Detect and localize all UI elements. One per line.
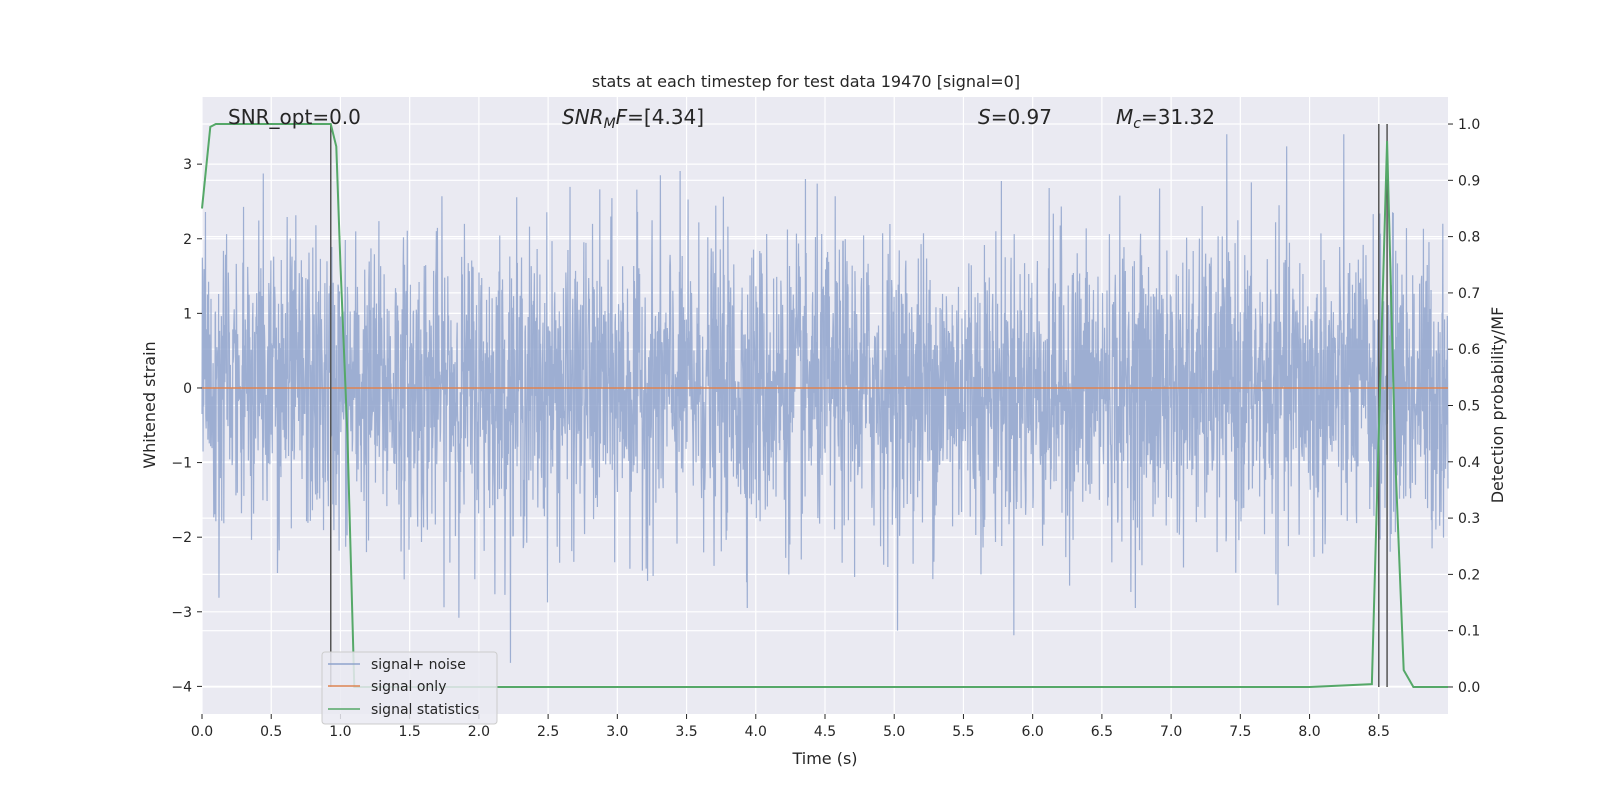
x-tick-label: 0.5 <box>260 724 282 740</box>
y-right-tick-label: 1.0 <box>1458 117 1480 133</box>
y-left-tick-label: 2 <box>183 232 192 248</box>
x-tick-label: 7.5 <box>1229 724 1251 740</box>
y-right-tick-label: 0.9 <box>1458 173 1480 189</box>
x-tick-label: 2.0 <box>468 724 490 740</box>
y-right-tick-label: 0.5 <box>1458 399 1480 415</box>
x-tick-label: 4.0 <box>745 724 767 740</box>
y-right-axis-label: Detection probability/MF <box>1488 307 1507 504</box>
legend-box <box>321 651 498 725</box>
y-left-tick-label: 1 <box>183 306 192 322</box>
s-value: =0.97 <box>991 105 1052 129</box>
signal-plus-noise-series <box>201 134 1449 663</box>
annotations: SNR_opt=0.0 SNRMF=[4.34] S=0.97 Mc=31.32 <box>228 105 1215 132</box>
x-tick-label: 6.0 <box>1022 724 1044 740</box>
x-tick-label: 3.0 <box>606 724 628 740</box>
x-tick-label: 5.5 <box>952 724 974 740</box>
y-right-tick-label: 0.7 <box>1458 286 1480 302</box>
snr-mf-annotation: SNRMF=[4.34] <box>562 105 704 132</box>
y-left-tick-label: 3 <box>183 157 192 173</box>
y-right-axis-ticks: 1.0 0.9 0.8 0.7 0.6 0.5 0.4 0.3 0.2 0.1 0.0 <box>1448 117 1480 696</box>
snr-opt-annotation: SNR_opt=0.0 <box>228 105 361 129</box>
y-right-tick-label: 0.4 <box>1458 455 1480 471</box>
x-tick-label: 0.0 <box>191 724 213 740</box>
y-left-tick-label: −3 <box>171 605 192 621</box>
signal-plus-noise-line <box>201 134 1449 663</box>
y-right-tick-label: 0.0 <box>1458 680 1480 696</box>
x-tick-label: 2.5 <box>537 724 559 740</box>
x-axis-ticks: 0.0 0.5 1.0 1.5 2.0 2.5 3.0 3.5 4.0 4.5 5.0 5.5 6.0 6… <box>191 714 1390 740</box>
x-tick-label: 1.5 <box>399 724 421 740</box>
x-tick-label: 8.5 <box>1368 724 1390 740</box>
x-tick-label: 4.5 <box>814 724 836 740</box>
y-left-tick-label: −4 <box>171 679 192 695</box>
y-left-axis-ticks: 3 2 1 0 −1 −2 −3 −4 <box>171 157 202 695</box>
x-tick-label: 6.5 <box>1091 724 1113 740</box>
mc-value: =31.32 <box>1141 105 1215 129</box>
y-right-tick-label: 0.3 <box>1458 511 1480 527</box>
y-right-tick-label: 0.2 <box>1458 567 1480 583</box>
x-tick-label: 5.0 <box>883 724 905 740</box>
x-tick-label: 8.0 <box>1298 724 1320 740</box>
x-tick-label: 1.0 <box>329 724 351 740</box>
legend-label-signal: signal only <box>371 679 446 695</box>
s-annotation: S=0.97 <box>978 105 1052 129</box>
mc-annotation: Mc=31.32 <box>1116 105 1215 132</box>
chart-title: stats at each timestep for test data 194… <box>592 72 1020 91</box>
legend: signal+ noise signal only signal statist… <box>321 651 498 725</box>
legend-label-stats: signal statistics <box>371 702 479 718</box>
x-tick-label: 7.0 <box>1160 724 1182 740</box>
y-right-tick-label: 0.8 <box>1458 230 1480 246</box>
x-tick-label: 3.5 <box>675 724 697 740</box>
snr-mf-value: =[4.34] <box>627 105 704 129</box>
x-axis-label: Time (s) <box>791 749 857 768</box>
y-left-tick-label: 0 <box>183 381 192 397</box>
y-right-tick-label: 0.6 <box>1458 342 1480 358</box>
y-left-tick-label: −2 <box>171 530 192 546</box>
y-left-axis-label: Whitened strain <box>140 341 159 468</box>
y-right-tick-label: 0.1 <box>1458 624 1480 640</box>
y-left-tick-label: −1 <box>171 456 192 472</box>
legend-label-noise: signal+ noise <box>371 657 466 673</box>
